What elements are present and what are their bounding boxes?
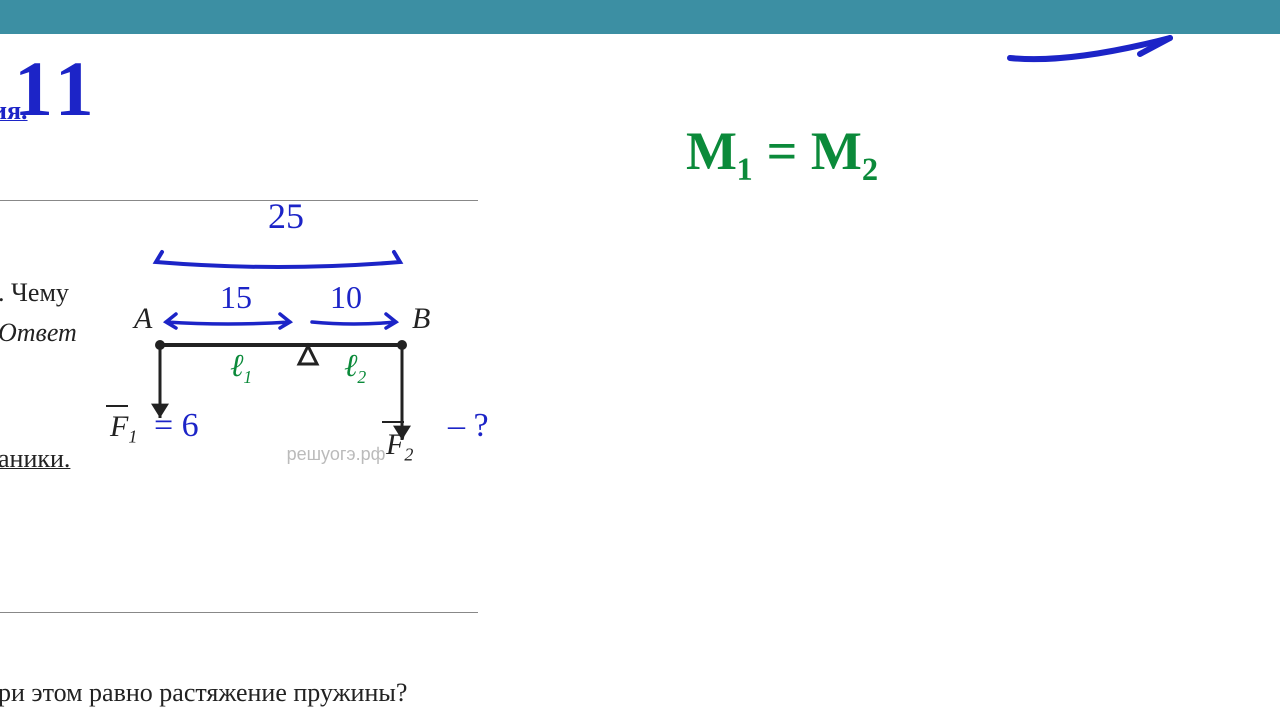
- text-chemu: . Чему: [0, 278, 69, 308]
- scribble-mark: [0, 0, 1280, 100]
- label-F1: F1: [109, 410, 137, 447]
- lever-diagram: A B F1 F2 решуогэ.рф 25 15 10 = 6 – ? ℓ1…: [110, 200, 530, 480]
- label-F2: F2: [385, 428, 413, 465]
- equation-moments: M₁ = M₂: [686, 120, 878, 182]
- text-bottom-question: ри этом равно растяжение пружины?: [0, 678, 407, 708]
- text-otvet: Ответ: [0, 318, 77, 348]
- label-l2: ℓ2: [344, 347, 366, 387]
- text-haniki: аники.: [0, 444, 70, 474]
- rule-bottom: [0, 612, 478, 613]
- label-A: A: [132, 302, 153, 335]
- watermark: решуогэ.рф: [287, 444, 386, 464]
- hand-10: 10: [330, 279, 362, 315]
- label-l1: ℓ1: [230, 347, 252, 387]
- hand-question: – ?: [447, 407, 489, 444]
- label-B: B: [412, 302, 430, 335]
- hand-eq6: = 6: [154, 407, 199, 444]
- hand-15: 15: [220, 279, 252, 315]
- hand-25: 25: [268, 196, 304, 236]
- problem-number: 11: [14, 44, 100, 134]
